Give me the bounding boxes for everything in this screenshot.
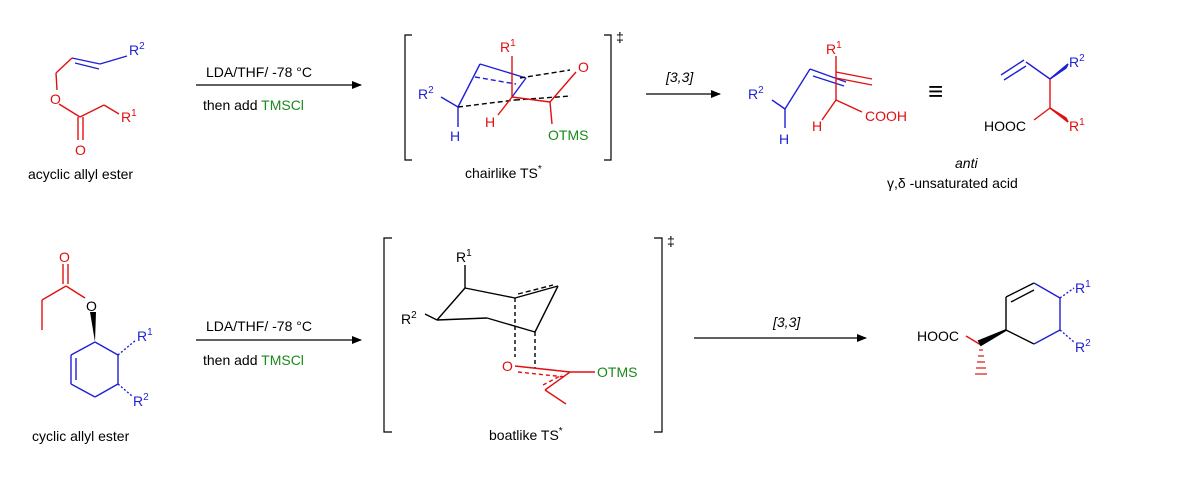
prod2-r2: R2 — [1075, 338, 1091, 355]
r1-label: R1 — [121, 108, 137, 125]
ts1-r2: R2 — [418, 85, 434, 102]
step-label-1: [3,3] — [665, 69, 694, 85]
ts2-r2: R2 — [401, 310, 417, 327]
hashed-bond — [975, 349, 987, 375]
product-zigzag — [1000, 59, 1051, 121]
ts1-oxygen: O — [578, 59, 589, 75]
prod2-r1: R1 — [1075, 279, 1091, 296]
ts-bracket — [404, 34, 612, 161]
step-label-2: [3,3] — [772, 314, 801, 330]
ts1-otms: OTMS — [548, 127, 588, 143]
ts-dagger: ‡ — [616, 29, 624, 45]
ts2-otms: OTMS — [597, 364, 637, 380]
prod1b-hooc: HOOC — [984, 118, 1026, 134]
boatlike-ts — [424, 265, 595, 405]
wedge-bond — [90, 312, 96, 342]
reactant-caption: acyclic allyl ester — [28, 166, 133, 182]
prod1b-r2: R2 — [1069, 53, 1085, 70]
ts2-bracket — [383, 237, 663, 433]
carbonyl-oxygen: O — [75, 142, 86, 158]
bond — [99, 55, 128, 65]
cyc-r1: R1 — [137, 327, 153, 344]
double-bond — [74, 62, 100, 70]
ts2-oxygen: O — [502, 358, 513, 374]
reagent-line2: then add TMSCl — [203, 97, 304, 113]
cyc-ester-o: O — [86, 298, 97, 314]
ts2-dagger: ‡ — [667, 233, 675, 249]
product-caption-anti: anti — [955, 155, 978, 171]
prod1-h-red: H — [812, 118, 822, 134]
cyc-carbonyl-o: O — [59, 249, 70, 265]
prod1-r1: R1 — [826, 40, 842, 57]
cyc-r2: R2 — [133, 392, 149, 409]
bond — [79, 104, 105, 118]
prod1b-r1: R1 — [1069, 117, 1085, 134]
product-chair — [771, 56, 873, 128]
bond — [58, 103, 81, 118]
ts1-caption: chairlike TS* — [465, 164, 542, 181]
prod1-cooh: COOH — [865, 108, 907, 124]
prod1-h-blue: H — [779, 131, 789, 147]
ester-oxygen: O — [50, 91, 61, 107]
scheme-1: R2 O R1 O acyclic allyl ester LDA/THF/ -… — [28, 29, 1085, 191]
ts1-h-red: H — [485, 114, 495, 130]
reagent2-line1: LDA/THF/ -78 °C — [206, 318, 312, 334]
ts1-r1: R1 — [500, 38, 516, 55]
chairlike-ts — [440, 56, 577, 127]
cyclic-allyl-ester — [41, 264, 137, 398]
equivalence-symbol: ≡ — [928, 76, 943, 106]
bond — [55, 72, 58, 91]
bold-bond — [977, 329, 1007, 347]
double-bond — [71, 57, 101, 65]
ts2-r1: R1 — [456, 248, 472, 265]
product-caption-acid: γ,δ -unsaturated acid — [887, 175, 1018, 191]
wedge-bond — [1049, 63, 1069, 80]
bond — [103, 104, 120, 115]
reactant-caption-2: cyclic allyl ester — [32, 428, 130, 444]
bond — [55, 57, 73, 74]
scheme-2: O O R1 R2 cyclic allyl ester LDA/THF/ -7… — [32, 233, 1091, 444]
acyclic-allyl-ester — [55, 55, 128, 140]
prod1-r2: R2 — [748, 85, 764, 102]
prod2-hooc: HOOC — [917, 328, 959, 344]
r2-label: R2 — [129, 41, 145, 58]
reagent-line1: LDA/THF/ -78 °C — [206, 64, 312, 80]
ts2-caption: boatlike TS* — [489, 426, 563, 443]
ts1-h-blue: H — [450, 128, 460, 144]
wedge-bond — [1049, 107, 1069, 123]
reagent2-line2: then add TMSCl — [203, 352, 304, 368]
product-2 — [965, 282, 1075, 346]
